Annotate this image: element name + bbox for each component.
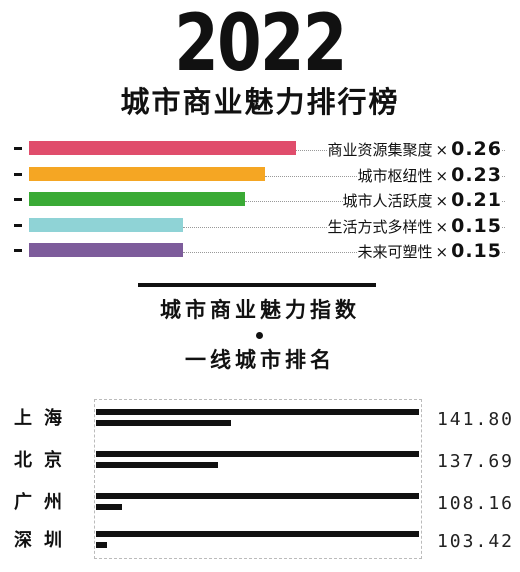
city-full-bar xyxy=(96,531,419,537)
index-title: 城市商业魅力指数 xyxy=(160,298,360,322)
page-title: 城市商业魅力排行榜 xyxy=(120,85,400,119)
factor-bar xyxy=(29,141,296,155)
factor-label: 未来可塑性 × 0.15 xyxy=(357,239,502,263)
city-label: 北京 xyxy=(14,450,74,471)
factor-multiply-sign: × xyxy=(435,192,449,210)
factor-multiply-sign: × xyxy=(435,141,449,159)
factor-name: 未来可塑性 xyxy=(357,243,433,261)
city-full-bar xyxy=(96,409,419,415)
city-value-label: 103.42 xyxy=(436,531,514,552)
factor-row: 城市人活跃度 × 0.21 xyxy=(0,188,520,212)
factor-label: 城市人活跃度 × 0.21 xyxy=(342,188,502,212)
city-value-bar xyxy=(96,462,218,468)
factor-label: 商业资源集聚度 × 0.26 xyxy=(327,137,502,161)
factor-weight: 0.15 xyxy=(451,214,502,237)
factor-multiply-sign: × xyxy=(435,166,449,185)
factor-dash xyxy=(14,198,22,201)
factor-row: 城市枢纽性 × 0.23 xyxy=(0,162,520,187)
city-label: 广州 xyxy=(14,492,74,513)
ranking-subtitle: 一线城市排名 xyxy=(185,348,335,372)
factor-bar xyxy=(29,166,266,181)
factor-row: 生活方式多样性 × 0.15 xyxy=(0,213,520,238)
city-label: 上海 xyxy=(14,408,74,429)
bullet-dot xyxy=(256,332,263,339)
factor-name: 生活方式多样性 xyxy=(327,217,433,236)
factor-row: 未来可塑性 × 0.15 xyxy=(0,239,520,263)
factor-weight: 0.26 xyxy=(451,138,502,160)
city-value-bar xyxy=(96,504,123,510)
year-heading: 2022 xyxy=(174,0,347,89)
factor-multiply-sign: × xyxy=(435,217,449,236)
city-value-bar xyxy=(96,542,108,548)
factor-name: 商业资源集聚度 xyxy=(327,141,433,159)
factor-weight: 0.21 xyxy=(451,189,502,211)
factor-dash xyxy=(14,223,22,227)
factor-bar xyxy=(29,217,184,232)
factor-leader-line xyxy=(183,252,505,253)
city-value-label: 137.69 xyxy=(436,451,514,472)
city-value-label: 141.80 xyxy=(436,409,514,430)
section-divider xyxy=(138,283,376,287)
factor-name: 城市枢纽性 xyxy=(357,166,433,185)
city-value-label: 108.16 xyxy=(436,493,514,514)
factor-weight: 0.15 xyxy=(451,240,502,262)
factor-name: 城市人活跃度 xyxy=(342,192,433,210)
ranking-frame xyxy=(94,399,422,559)
city-full-bar xyxy=(96,493,419,499)
factor-row: 商业资源集聚度 × 0.26 xyxy=(0,137,520,161)
factor-dash xyxy=(14,172,22,176)
factor-label: 生活方式多样性 × 0.15 xyxy=(327,213,502,238)
factor-dash xyxy=(14,249,22,252)
factor-dash xyxy=(14,147,22,150)
city-label: 深圳 xyxy=(14,530,74,551)
factor-label: 城市枢纽性 × 0.23 xyxy=(357,162,502,187)
factor-multiply-sign: × xyxy=(435,243,449,261)
city-full-bar xyxy=(96,451,419,457)
factor-bar xyxy=(29,243,184,257)
city-value-bar xyxy=(96,420,231,426)
factor-bar xyxy=(29,192,245,206)
factor-weight: 0.23 xyxy=(451,163,502,186)
